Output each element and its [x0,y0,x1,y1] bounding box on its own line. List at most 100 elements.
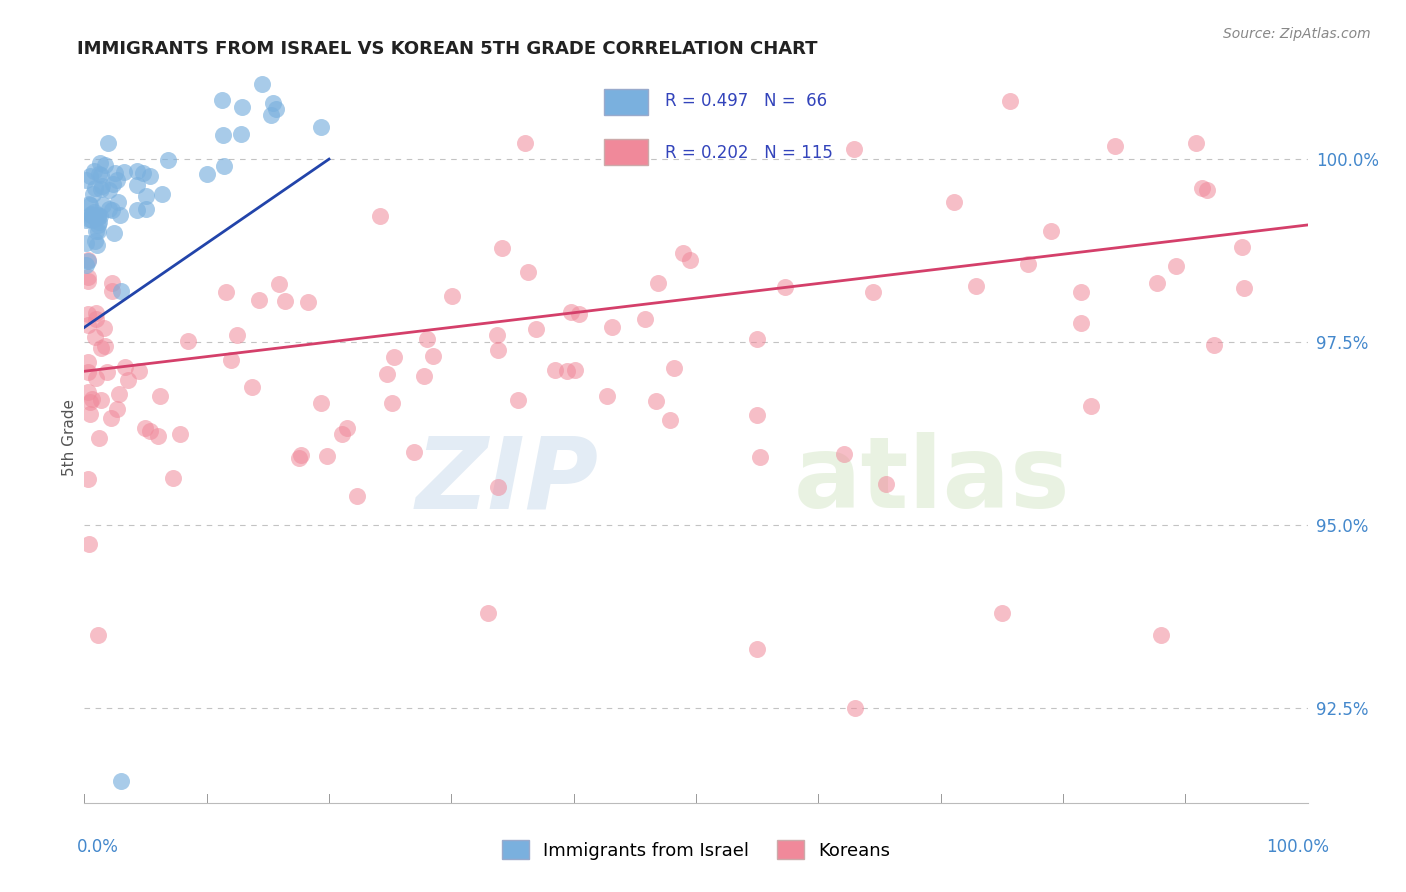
Point [105,402,128,417]
Point [381,396,404,410]
Point [596,389,619,403]
Point [942,194,965,209]
Point [157,153,180,167]
Point [516,265,538,279]
Point [101,276,124,290]
Point [842,142,865,156]
Point [679,252,702,267]
Point [76,253,98,268]
Point [83,181,105,195]
Point [135,202,157,216]
Point [1080,399,1102,413]
Point [139,169,162,183]
Point [77,274,100,288]
Point [100,411,122,425]
Point [87,210,110,224]
Point [377,367,399,381]
Point [634,312,657,326]
Point [965,279,987,293]
Point [90,179,112,194]
Point [77,269,100,284]
Point [991,606,1014,620]
Point [658,413,681,427]
Point [262,95,284,110]
Point [513,136,536,151]
Point [94,339,117,353]
Point [747,408,769,422]
Point [1040,224,1063,238]
Point [77,385,100,400]
Point [90,341,112,355]
Point [662,360,685,375]
Point [231,127,253,141]
Point [1202,338,1225,352]
Point [149,389,172,403]
Point [645,394,668,409]
Point [110,773,132,788]
Point [79,407,101,421]
Point [486,343,509,358]
Point [274,293,297,308]
Point [117,373,139,387]
Point [998,94,1021,108]
Point [77,537,100,551]
Point [90,182,112,196]
Point [346,490,368,504]
Point [309,395,332,409]
Point [215,285,238,300]
Point [97,136,120,150]
Point [97,182,120,196]
Point [89,156,111,170]
Point [647,276,669,290]
Point [90,393,112,408]
Text: atlas: atlas [794,433,1070,530]
Point [98,202,121,217]
Point [162,471,184,485]
Point [83,164,105,178]
Point [83,211,105,225]
Point [77,307,100,321]
Point [557,364,579,378]
Point [86,208,108,222]
Point [86,238,108,252]
Point [114,360,136,375]
Point [287,450,309,465]
Point [832,447,855,461]
Point [128,364,150,378]
Point [75,212,97,227]
Point [1146,276,1168,290]
Point [77,472,100,486]
Point [568,307,591,321]
Point [416,332,439,346]
Point [93,158,115,172]
Point [508,393,530,408]
Point [875,477,897,491]
Point [747,642,769,657]
Point [83,205,105,219]
Point [225,328,247,343]
Point [105,173,128,187]
Point [83,329,105,343]
Point [169,427,191,442]
Text: ZIP: ZIP [415,433,598,530]
Point [336,420,359,434]
Point [240,380,263,394]
Point [125,163,148,178]
Point [231,100,253,114]
Point [77,355,100,369]
Point [524,322,547,336]
Point [1191,181,1213,195]
Point [89,431,111,445]
Point [75,173,97,187]
Point [80,213,103,227]
Point [84,311,107,326]
Point [404,445,426,459]
Point [79,169,101,183]
Point [1195,182,1218,196]
Point [1166,260,1188,274]
Point [422,349,444,363]
Point [316,449,339,463]
Point [1017,256,1039,270]
Point [264,102,287,116]
Point [330,426,353,441]
